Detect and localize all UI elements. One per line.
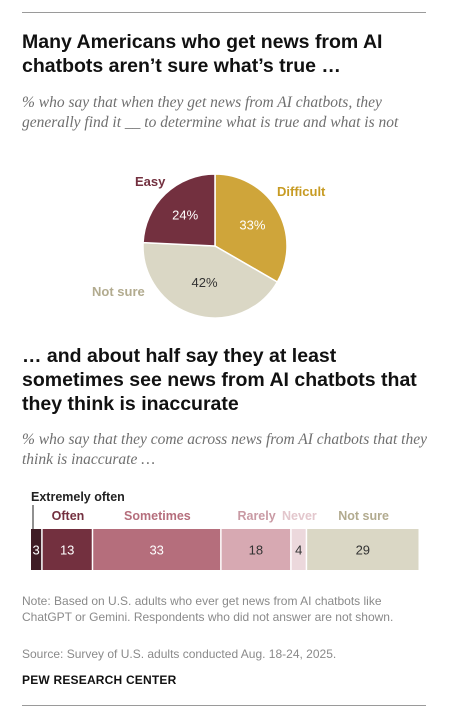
bar-segment-extremely-often — [31, 529, 42, 570]
bar-label-extremely-often: Extremely often — [31, 490, 125, 504]
brand-logo-text: PEW RESEARCH CENTER — [22, 673, 177, 687]
pie-chart-title: Many Americans who get news from AI chat… — [22, 31, 383, 77]
pie-value-difficult: 33% — [239, 217, 265, 232]
bar-value-never: 4 — [295, 543, 302, 558]
top-rule — [22, 12, 426, 13]
pie-label-difficult: Difficult — [277, 184, 326, 199]
bar-label-not-sure: Not sure — [338, 509, 389, 523]
bar-label-rarely: Rarely — [237, 509, 275, 523]
pie-label-easy: Easy — [135, 174, 166, 189]
bar-label-sometimes: Sometimes — [124, 509, 191, 523]
bar-segment-rarely — [221, 529, 291, 570]
bar-segment-sometimes — [93, 529, 221, 570]
bar-segment-never — [291, 529, 306, 570]
pie-slice-difficult — [214, 173, 288, 284]
pie-chart-subtitle: % who say that when they get news from A… — [22, 94, 399, 131]
pie-slice-easy — [142, 173, 216, 247]
bar-value-extremely-often: 3 — [32, 543, 39, 558]
bar-chart-subtitle: % who say that they come across news fro… — [22, 431, 427, 468]
chart-note: Note: Based on U.S. adults who ever get … — [22, 594, 394, 624]
bar-label-never: Never — [282, 509, 317, 523]
bar-segment-often — [42, 529, 92, 570]
bar-value-often: 13 — [60, 543, 74, 558]
pie-label-not-sure: Not sure — [92, 284, 145, 299]
bar-value-not-sure: 29 — [356, 543, 370, 558]
bar-label-often: Often — [52, 509, 85, 523]
bottom-rule — [22, 705, 426, 706]
bar-segment-not-sure — [307, 529, 419, 570]
bar-value-sometimes: 33 — [149, 543, 163, 558]
pie-slice-not-sure — [142, 241, 279, 319]
pie-value-easy: 24% — [172, 208, 198, 223]
chart-source: Source: Survey of U.S. adults conducted … — [22, 647, 337, 661]
bar-chart-title: … and about half say they at least somet… — [22, 345, 417, 415]
bar-value-rarely: 18 — [249, 543, 263, 558]
pie-value-not-sure: 42% — [191, 275, 217, 290]
